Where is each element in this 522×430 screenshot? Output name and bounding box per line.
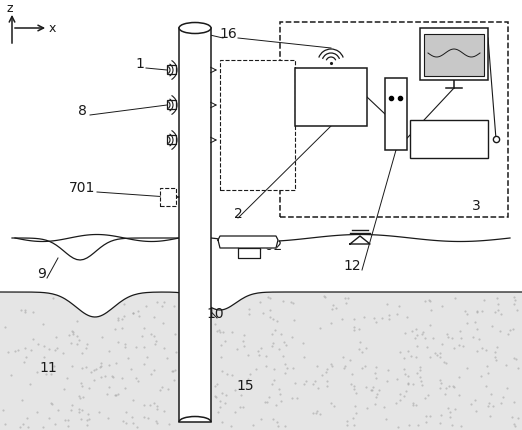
Bar [424, 34, 484, 76]
Bar [179, 28, 211, 422]
Bar [351, 118, 359, 122]
Bar [220, 60, 295, 190]
Text: 16: 16 [219, 27, 237, 41]
Text: x: x [49, 22, 56, 36]
Text: z: z [7, 1, 13, 15]
Bar [167, 135, 176, 144]
Bar [327, 118, 335, 122]
Text: 11: 11 [39, 361, 57, 375]
Text: 10: 10 [206, 307, 224, 321]
Polygon shape [238, 248, 260, 258]
Polygon shape [218, 236, 278, 248]
Text: 701: 701 [69, 181, 95, 195]
Bar [167, 100, 176, 109]
Bar [295, 68, 367, 126]
Bar [167, 65, 176, 74]
Bar [303, 118, 311, 122]
Text: 2: 2 [234, 207, 242, 221]
Ellipse shape [179, 22, 211, 34]
Bar [385, 78, 407, 150]
Bar [315, 118, 323, 122]
Text: 9: 9 [38, 267, 46, 281]
Text: 3: 3 [471, 199, 480, 213]
Bar [280, 22, 508, 217]
Bar [160, 188, 176, 206]
Text: 15: 15 [236, 379, 254, 393]
Bar [420, 28, 488, 80]
Bar [410, 120, 488, 158]
Text: 1: 1 [136, 57, 145, 71]
Bar [339, 118, 347, 122]
Text: 702: 702 [257, 239, 283, 253]
Text: 12: 12 [343, 259, 361, 273]
Text: 8: 8 [78, 104, 87, 118]
